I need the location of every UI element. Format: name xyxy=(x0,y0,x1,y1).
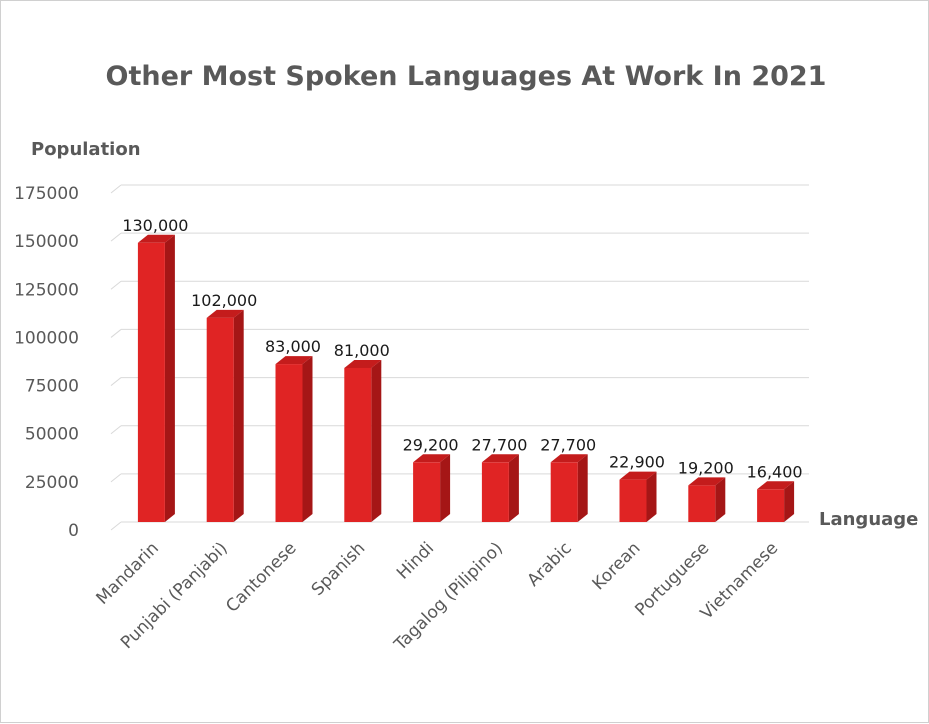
bar xyxy=(757,481,795,522)
gridline-depth xyxy=(110,184,122,194)
bar xyxy=(137,234,175,522)
bar xyxy=(413,454,451,522)
bars xyxy=(137,234,795,522)
gridline-depth xyxy=(110,425,122,435)
bar-front xyxy=(206,317,234,522)
data-label: 29,200 xyxy=(403,435,459,454)
bar-front xyxy=(137,242,165,522)
gridline-depth xyxy=(110,329,122,338)
bar-front xyxy=(481,462,509,522)
bar-top xyxy=(481,454,519,463)
bar xyxy=(206,309,244,522)
chart-title: Other Most Spoken Languages At Work In 2… xyxy=(106,61,827,92)
x-tick-label: Cantonese xyxy=(222,538,300,616)
bar xyxy=(481,454,519,522)
y-tick-label: 25000 xyxy=(25,473,79,493)
bar xyxy=(688,477,726,522)
bar xyxy=(344,359,382,522)
bar-top xyxy=(206,309,244,318)
bar-front xyxy=(619,479,647,522)
bar-side xyxy=(440,454,451,522)
bar-side xyxy=(784,481,795,522)
y-tick-label: 50000 xyxy=(25,425,79,445)
x-tick-label: Hindi xyxy=(393,538,438,583)
gridline-depth xyxy=(110,377,122,386)
data-label: 22,900 xyxy=(609,453,665,472)
bar-side xyxy=(371,359,382,522)
data-label: 27,700 xyxy=(471,435,527,454)
bar xyxy=(550,454,588,522)
y-tick-label: 150000 xyxy=(14,232,79,252)
data-label: 19,200 xyxy=(678,458,734,477)
y-axis-title: Population xyxy=(31,139,141,160)
gridline-depth xyxy=(110,280,122,290)
bar-side xyxy=(577,454,588,522)
bar-front xyxy=(344,367,372,522)
x-tick-label: Korean xyxy=(589,538,645,594)
data-label: 130,000 xyxy=(122,216,188,235)
data-label: 81,000 xyxy=(334,341,390,360)
bar-top xyxy=(757,481,795,490)
x-tick-label: Mandarin xyxy=(93,538,163,608)
bar-front xyxy=(275,364,303,522)
bar-top xyxy=(550,454,588,463)
y-tick-label: 75000 xyxy=(25,377,79,397)
bar xyxy=(619,471,657,522)
bar-side xyxy=(646,471,657,522)
bar-top xyxy=(275,356,313,365)
bar-side xyxy=(302,356,313,522)
bar-front xyxy=(688,485,716,522)
bar-front xyxy=(757,489,785,522)
bar-top xyxy=(619,471,657,480)
bar-top xyxy=(688,477,726,486)
bar-side xyxy=(715,477,726,522)
x-axis-title: Language xyxy=(819,509,918,530)
bar-front xyxy=(413,462,441,522)
y-tick-label: 100000 xyxy=(14,328,79,348)
y-axis-ticks: 0 25000 50000 75000 100000 125000 150000 175000 xyxy=(14,184,79,541)
x-tick-label: Spanish xyxy=(308,538,370,600)
bar-side xyxy=(233,309,244,522)
data-label: 16,400 xyxy=(747,462,803,481)
data-label: 102,000 xyxy=(191,291,257,310)
bar-top xyxy=(137,234,175,243)
gridline-depth xyxy=(110,521,122,531)
data-label: 27,700 xyxy=(540,435,596,454)
data-labels: 130,000 102,000 83,000 81,000 29,200 27,700 27… xyxy=(122,216,802,481)
gridline-depth xyxy=(110,232,122,242)
bar-side xyxy=(508,454,519,522)
x-tick-label: Arabic xyxy=(523,538,575,590)
y-tick-label: 125000 xyxy=(14,280,79,300)
bar-top xyxy=(413,454,451,463)
bar-side xyxy=(164,234,175,522)
y-tick-label: 175000 xyxy=(14,184,79,204)
bar-top xyxy=(344,359,382,368)
bar-front xyxy=(550,462,578,522)
y-tick-label: 0 xyxy=(68,521,79,541)
bar xyxy=(275,356,313,522)
gridline-depth xyxy=(110,473,122,483)
data-label: 83,000 xyxy=(265,337,321,356)
